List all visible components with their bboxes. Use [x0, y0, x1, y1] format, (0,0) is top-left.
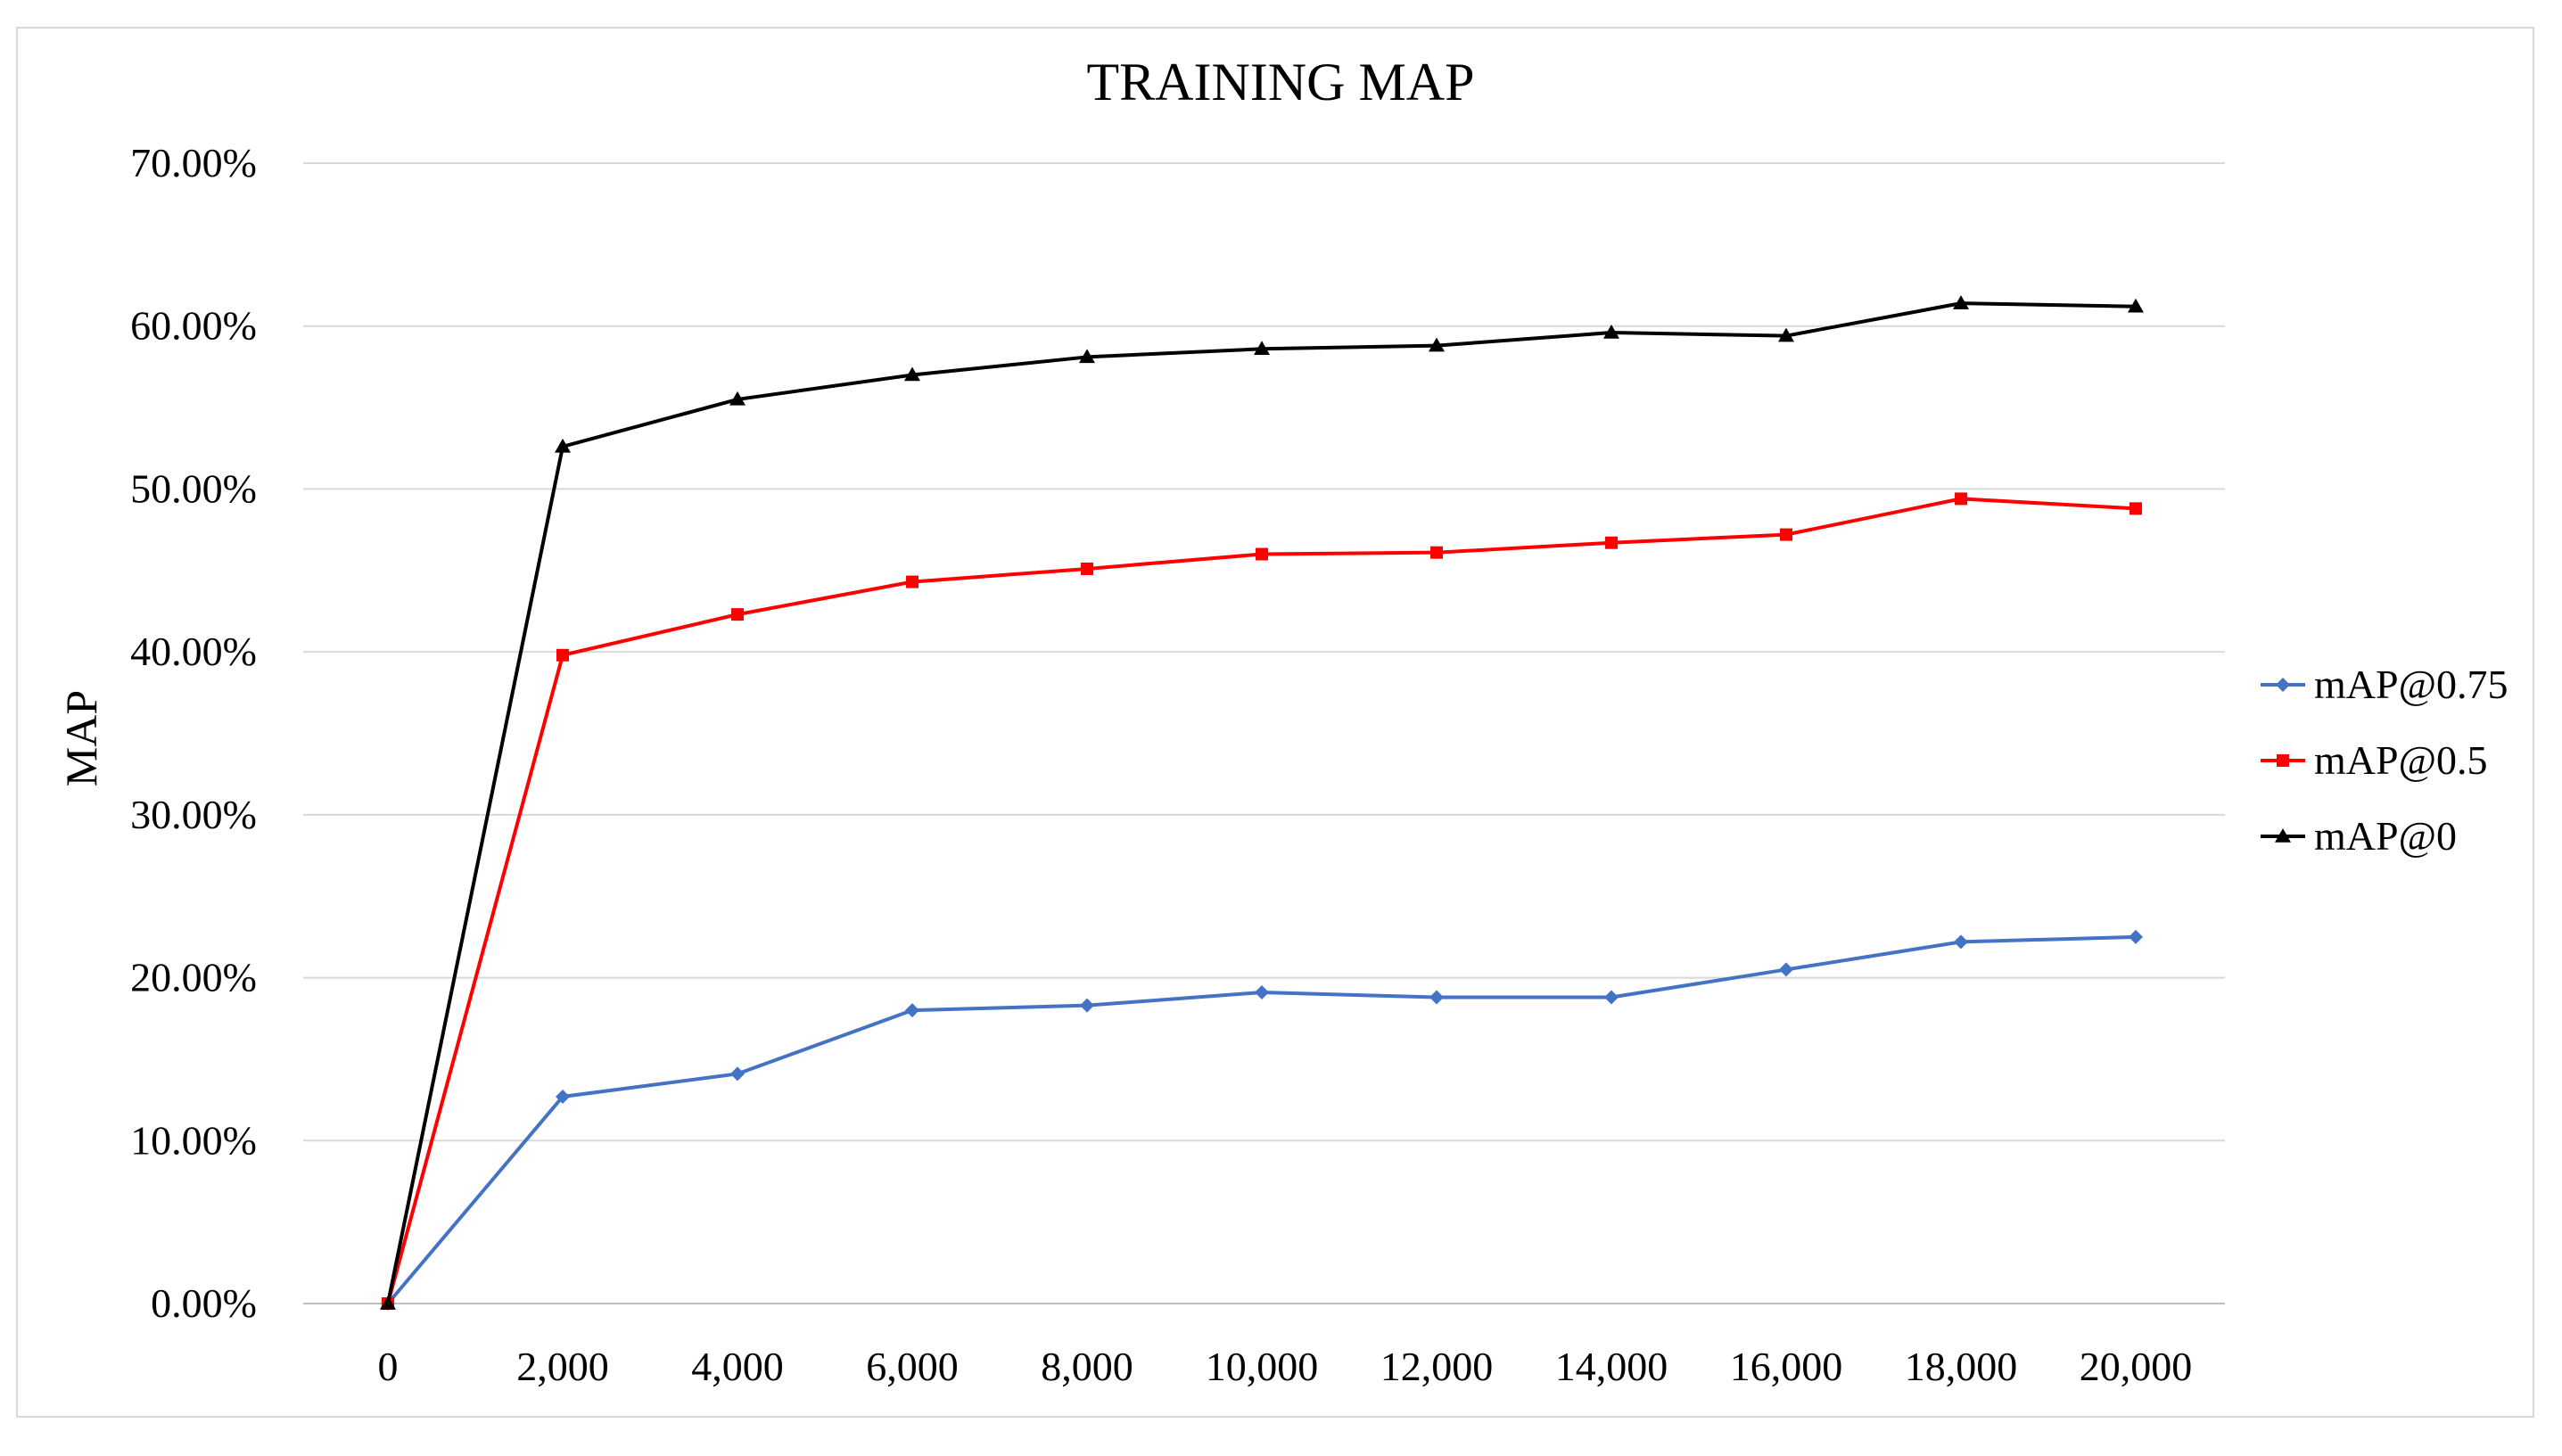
data-point — [555, 438, 571, 453]
x-tick-label: 6,000 — [866, 1344, 959, 1389]
legend-marker — [2277, 754, 2289, 767]
data-point — [905, 1003, 919, 1018]
legend-label: mAP@0.5 — [2314, 737, 2487, 783]
data-point — [1429, 990, 1444, 1005]
data-point — [1081, 562, 1093, 575]
x-axis-ticks: 0 2,000 4,000 6,000 8,000 10,000 12,000 14,000 1… — [378, 1344, 2193, 1389]
x-tick-label: 18,000 — [1905, 1344, 2018, 1389]
data-point — [1605, 536, 1618, 549]
y-tick-label: 60.00% — [130, 303, 257, 349]
data-point — [556, 648, 569, 662]
data-point — [1954, 934, 1968, 950]
x-tick-label: 8,000 — [1041, 1344, 1133, 1389]
series-line — [386, 497, 2137, 1304]
legend-marker — [2276, 678, 2290, 692]
y-tick-label: 70.00% — [130, 140, 257, 185]
data-point — [1779, 962, 1793, 977]
x-tick-label: 4,000 — [691, 1344, 784, 1389]
data-point — [904, 366, 920, 382]
data-point — [1255, 985, 1269, 1000]
series-mAP@0.75 — [381, 929, 2143, 1311]
y-tick-label: 40.00% — [130, 629, 257, 674]
y-axis-ticks: 0.00% 10.00% 20.00% 30.00% 40.00% 50.00% 60.00… — [130, 140, 257, 1326]
gridlines — [303, 162, 2225, 1304]
series-group — [380, 295, 2144, 1311]
data-point — [1778, 327, 1794, 342]
data-point — [1604, 990, 1619, 1005]
data-point — [906, 575, 919, 588]
data-point — [729, 391, 746, 406]
legend-item: mAP@0.75 — [2261, 662, 2508, 707]
data-point — [2130, 502, 2142, 515]
data-point — [556, 1089, 570, 1104]
y-tick-label: 0.00% — [151, 1280, 257, 1326]
x-tick-label: 14,000 — [1555, 1344, 1668, 1389]
data-point — [1429, 337, 1445, 352]
data-point — [1953, 295, 1969, 309]
legend-item: mAP@0 — [2261, 813, 2457, 859]
y-tick-label: 20.00% — [130, 955, 257, 1000]
data-point — [1955, 492, 1967, 506]
data-point — [1430, 546, 1443, 559]
chart-frame — [16, 27, 2534, 1418]
x-tick-label: 2,000 — [516, 1344, 609, 1389]
legend: mAP@0.75 mAP@0.5 mAP@0 — [2261, 662, 2508, 859]
y-tick-label: 50.00% — [130, 465, 257, 511]
data-point — [731, 608, 744, 621]
x-tick-label: 10,000 — [1206, 1344, 1319, 1389]
legend-label: mAP@0 — [2314, 813, 2457, 859]
x-tick-label: 0 — [378, 1344, 399, 1389]
data-point — [1780, 528, 1792, 541]
series-mAP@0 — [380, 295, 2144, 1310]
data-point — [1080, 998, 1094, 1013]
y-tick-label: 30.00% — [130, 792, 257, 837]
data-point — [1256, 547, 1268, 561]
data-point — [1603, 325, 1619, 339]
data-point — [2128, 298, 2144, 313]
series-mAP@0.5 — [382, 492, 2142, 1310]
data-point — [1254, 341, 1270, 356]
x-tick-label: 20,000 — [2080, 1344, 2193, 1389]
y-tick-label: 10.00% — [130, 1117, 257, 1163]
y-axis-label: MAP — [56, 690, 106, 786]
data-point — [380, 1296, 396, 1310]
data-point — [730, 1066, 745, 1082]
data-point — [2129, 929, 2143, 944]
legend-item: mAP@0.5 — [2261, 737, 2487, 783]
legend-marker — [2275, 828, 2291, 843]
series-line — [386, 301, 2137, 1304]
x-tick-label: 12,000 — [1380, 1344, 1494, 1389]
data-point — [1079, 349, 1095, 364]
legend-label: mAP@0.75 — [2314, 662, 2508, 707]
chart-title: TRAINING MAP — [1087, 53, 1475, 111]
x-tick-label: 16,000 — [1730, 1344, 1843, 1389]
